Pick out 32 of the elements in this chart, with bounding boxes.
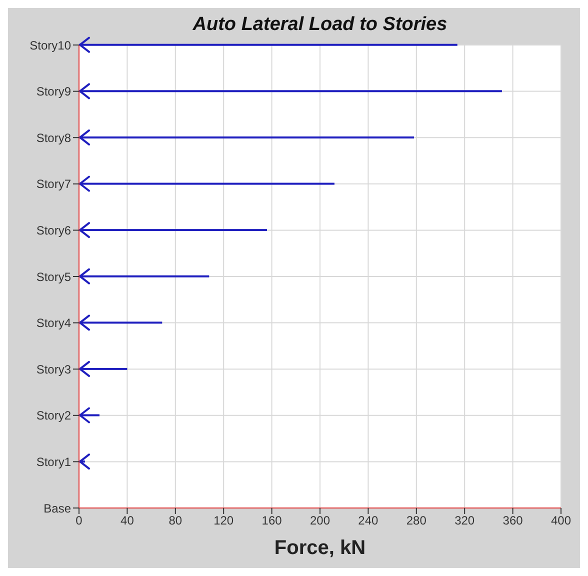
x-tick-label: 80 — [168, 514, 182, 528]
bar — [79, 275, 210, 278]
x-tick-label: 0 — [76, 514, 83, 528]
y-tick-label: Story3 — [36, 362, 72, 376]
x-tick-label: 200 — [310, 514, 330, 528]
x-tick-label: 280 — [406, 514, 427, 528]
bar — [79, 368, 128, 370]
y-tick-label: Story1 — [36, 454, 72, 469]
bar — [79, 322, 162, 324]
y-tick-label: Story2 — [36, 408, 72, 423]
y-tick-label: Story7 — [36, 177, 72, 192]
y-tick-label: Story9 — [36, 84, 72, 99]
x-tick-label: 40 — [120, 514, 134, 528]
x-tick-label: 320 — [454, 514, 475, 528]
y-tick-label: Story8 — [36, 130, 72, 145]
y-tick-label: Story6 — [36, 223, 72, 238]
y-tick-label: Story5 — [36, 270, 72, 284]
bar — [79, 90, 502, 92]
x-tick-label: 360 — [502, 514, 524, 528]
x-tick-label: 120 — [214, 514, 234, 528]
x-tick-label: 160 — [262, 514, 282, 528]
y-tick-label: Base — [44, 501, 72, 516]
y-tick-label: Story4 — [36, 316, 72, 330]
chart-title: Auto Lateral Load to Stories — [192, 14, 448, 36]
x-tick-label: 400 — [550, 514, 572, 528]
x-axis-title: Force, kN — [274, 537, 366, 559]
bar — [79, 229, 267, 232]
bar — [79, 44, 458, 46]
bar — [79, 136, 414, 138]
x-tick-label: 240 — [358, 514, 379, 528]
bar — [79, 182, 334, 185]
y-tick-label: Story10 — [30, 38, 72, 52]
